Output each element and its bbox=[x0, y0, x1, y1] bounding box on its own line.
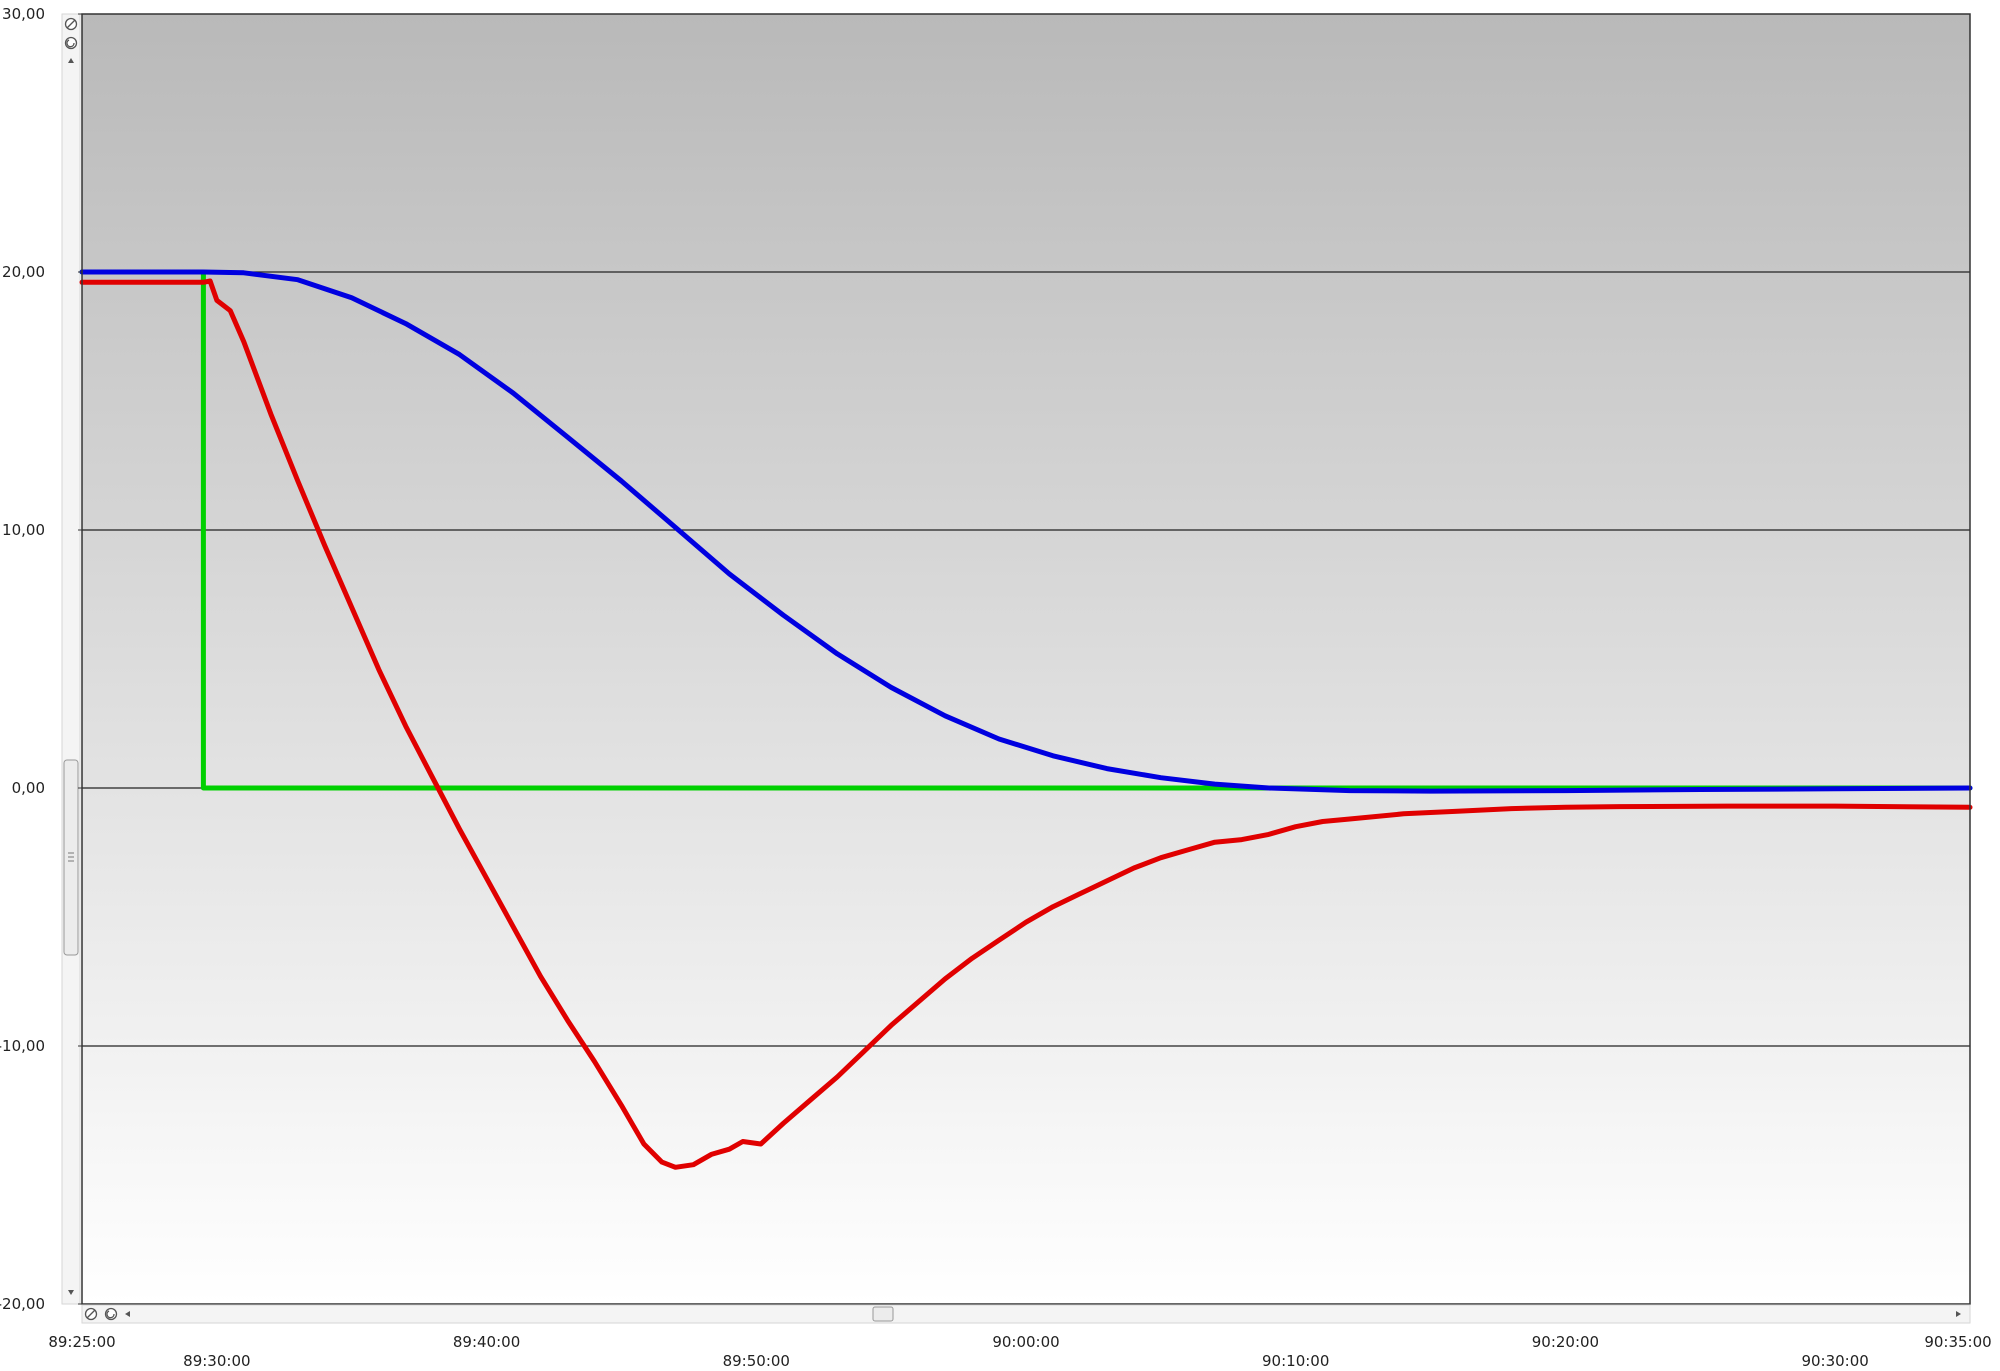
refresh-icon[interactable] bbox=[64, 36, 78, 50]
series-layer bbox=[79, 269, 1973, 1170]
x-tick-label: 89:30:00 bbox=[183, 1352, 250, 1370]
refresh-x-icon[interactable] bbox=[104, 1307, 118, 1321]
x-tick-label: 89:25:00 bbox=[48, 1333, 115, 1351]
scroll-up-arrow-icon[interactable] bbox=[68, 58, 74, 63]
y-tick-label: -20,00 bbox=[0, 1295, 45, 1313]
reset-zoom-icon[interactable] bbox=[64, 17, 78, 31]
y-tick-label: 10,00 bbox=[2, 521, 45, 539]
x-tick-label: 90:30:00 bbox=[1801, 1352, 1868, 1370]
y-tick-label: -10,00 bbox=[0, 1037, 45, 1055]
y-axis: 30,00 20,00 10,00 0,00 -10,00 -20,00 bbox=[0, 5, 82, 1313]
plot-border bbox=[81, 13, 1971, 1305]
x-tick-label: 90:35:00 bbox=[1924, 1333, 1991, 1351]
x-tick-label: 90:10:00 bbox=[1262, 1352, 1329, 1370]
y-tick-label: 20,00 bbox=[2, 263, 45, 281]
x-tick-label: 90:00:00 bbox=[992, 1333, 1059, 1351]
y-tick-label: 30,00 bbox=[2, 5, 45, 23]
reset-zoom-x-icon[interactable] bbox=[84, 1307, 98, 1321]
horizontal-scrollbar[interactable] bbox=[81, 1304, 1971, 1324]
scroll-grip-icon bbox=[68, 852, 74, 862]
series-line-2 bbox=[79, 278, 1973, 1170]
scroll-left-arrow-icon[interactable] bbox=[125, 1311, 130, 1317]
y-tick-label: 0,00 bbox=[12, 779, 45, 797]
x-axis: 89:25:00 89:30:00 89:40:00 89:50:00 90:00:00… bbox=[48, 1333, 1991, 1370]
series-line-1 bbox=[79, 269, 1973, 794]
vertical-scrollbar[interactable] bbox=[61, 13, 81, 1305]
x-tick-label: 89:40:00 bbox=[453, 1333, 520, 1351]
h-scroll-thumb[interactable] bbox=[872, 1306, 894, 1322]
x-tick-label: 89:50:00 bbox=[723, 1352, 790, 1370]
plot-area bbox=[82, 14, 1970, 1304]
x-tick-label: 90:20:00 bbox=[1532, 1333, 1599, 1351]
scroll-down-arrow-icon[interactable] bbox=[68, 1290, 74, 1295]
scroll-right-arrow-icon[interactable] bbox=[1956, 1311, 1961, 1317]
